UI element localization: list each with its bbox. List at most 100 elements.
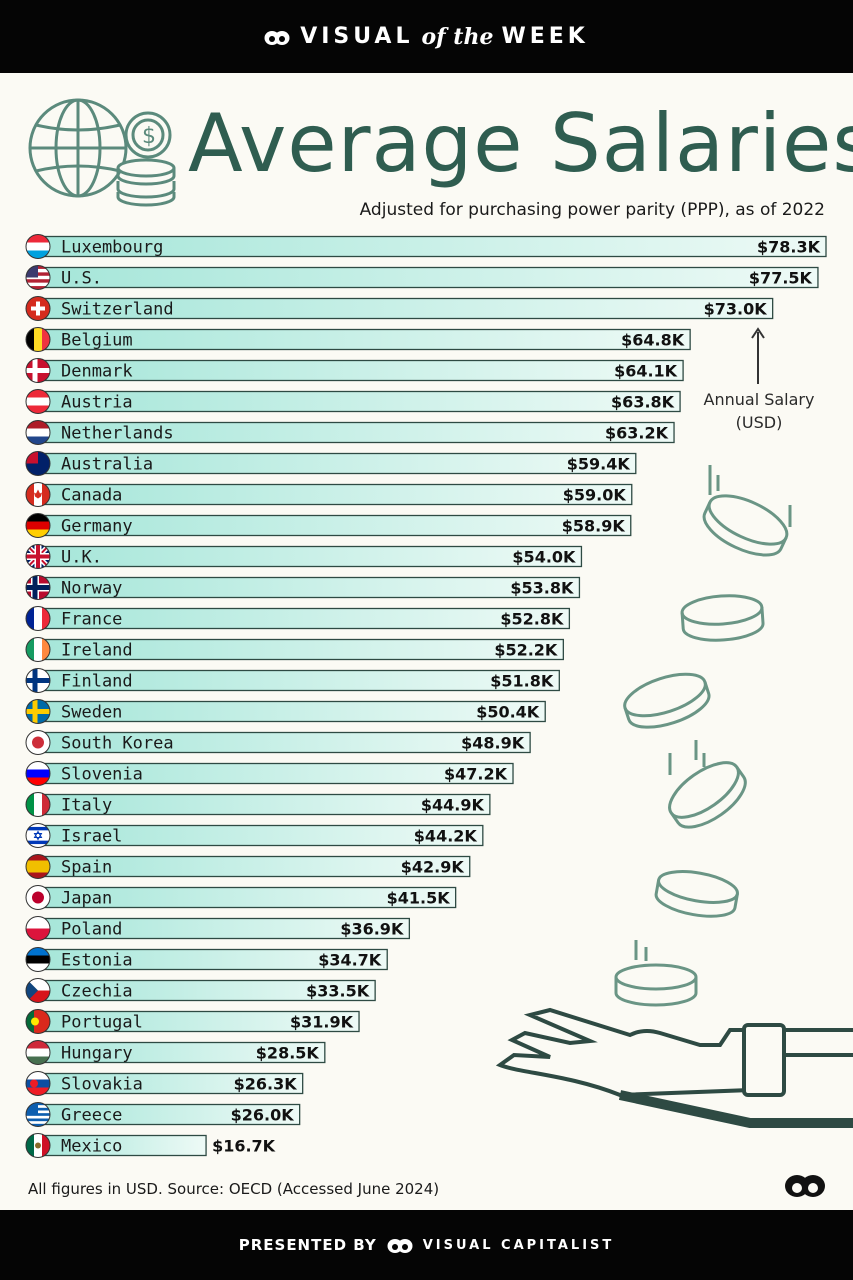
- bar-row: Slovenia $47.2K: [37, 762, 514, 785]
- bar-value-label: $44.9K: [421, 796, 485, 815]
- bar-category-label: Japan: [61, 889, 112, 909]
- bar-value-label: $26.3K: [234, 1075, 298, 1094]
- bar-category-label: Norway: [61, 579, 122, 599]
- flag-uk-icon: [25, 544, 51, 569]
- bar-category-label: France: [61, 610, 122, 630]
- flag-france-icon: [25, 606, 51, 631]
- bar-category-label: Luxembourg: [61, 238, 163, 258]
- bar-row: Finland $51.8K: [37, 669, 560, 692]
- bar-category-label: South Korea: [61, 734, 174, 754]
- flag-slovakia-icon: [25, 1071, 51, 1096]
- bar-value-label: $36.9K: [340, 920, 404, 939]
- flag-austria-icon: [25, 389, 51, 414]
- flag-greece-icon: [25, 1102, 51, 1127]
- bar-value-label: $54.0K: [512, 548, 576, 567]
- bar-value-label: $64.8K: [621, 331, 685, 350]
- flag-denmark-icon: [25, 358, 51, 383]
- salary-bar-chart: Luxembourg $78.3K U.S. $77.5K Switzerland $73…: [25, 234, 827, 1158]
- flag-poland-icon: [25, 916, 51, 941]
- bar-row: Slovakia $26.3K: [37, 1072, 304, 1095]
- flag-slovenia-icon: [25, 761, 51, 786]
- bar-category-label: Denmark: [61, 362, 133, 382]
- flag-switzerland-icon: [25, 296, 51, 321]
- bar: [37, 390, 681, 413]
- bar-row: Germany $58.9K: [37, 514, 632, 537]
- bar-row: France $52.8K: [37, 607, 571, 630]
- bar-category-label: Mexico: [61, 1137, 122, 1157]
- bar-category-label: Sweden: [61, 703, 122, 723]
- bar-row: Spain $42.9K: [37, 855, 471, 878]
- falling-coins-hand-illustration: [495, 465, 853, 1128]
- bar-category-label: Poland: [61, 920, 122, 940]
- bar-row: Denmark $64.1K: [37, 359, 684, 382]
- bar-row: Israel $44.2K: [37, 824, 484, 847]
- flag-norway-icon: [25, 575, 51, 600]
- bar-row: Austria $63.8K: [37, 390, 681, 413]
- bar-value-label: $77.5K: [749, 269, 813, 288]
- bar: [37, 266, 819, 289]
- bar-category-label: Ireland: [61, 641, 133, 661]
- bar-value-label: $64.1K: [614, 362, 678, 381]
- flag-australia-icon: [25, 451, 51, 476]
- flag-hungary-icon: [25, 1040, 51, 1065]
- bar-row: Australia $59.4K: [37, 452, 637, 475]
- bar-value-label: $16.7K: [212, 1137, 276, 1156]
- bar-category-label: Canada: [61, 486, 122, 506]
- svg-text:$: $: [142, 124, 156, 149]
- bar: [37, 359, 684, 382]
- flag-us-icon: [25, 265, 51, 290]
- bar-category-label: Portugal: [61, 1013, 143, 1033]
- flag-sweden-icon: [25, 699, 51, 724]
- bar-value-label: $53.8K: [510, 579, 574, 598]
- flag-japan-icon: [25, 885, 51, 910]
- bar-value-label: $73.0K: [704, 300, 768, 319]
- flag-germany-icon: [25, 513, 51, 538]
- annual-salary-annotation: Annual Salary (USD): [703, 390, 815, 432]
- visual-capitalist-footer-logo-icon: [387, 1239, 413, 1253]
- bar-category-label: Spain: [61, 858, 112, 878]
- flag-czechia-icon: [25, 978, 51, 1003]
- bar-category-label: Czechia: [61, 982, 133, 1002]
- bar-category-label: U.K.: [61, 548, 102, 568]
- flag-israel-icon: [25, 823, 51, 848]
- bar-category-label: Italy: [61, 796, 112, 816]
- bar-value-label: $51.8K: [490, 672, 554, 691]
- footer-bar: PRESENTED BY VISUAL CAPITALIST: [0, 1210, 853, 1280]
- flag-estonia-icon: [25, 947, 51, 972]
- bar-category-label: Estonia: [61, 951, 133, 971]
- bar-row: Ireland $52.2K: [37, 638, 564, 661]
- bar-value-label: $50.4K: [476, 703, 540, 722]
- chart-subtitle: Adjusted for purchasing power parity (PP…: [359, 200, 825, 220]
- flag-ireland-icon: [25, 637, 51, 662]
- arrow-up-icon: [751, 327, 765, 384]
- bar-value-label: $42.9K: [401, 858, 465, 877]
- bar-row: Netherlands $63.2K: [37, 421, 675, 444]
- bar-value-label: $78.3K: [757, 238, 821, 257]
- bar-value-label: $59.4K: [567, 455, 631, 474]
- bar-category-label: Austria: [61, 393, 133, 413]
- bar-value-label: $52.2K: [494, 641, 558, 660]
- globe-coins-icon: $: [28, 98, 176, 207]
- bar-row: Portugal $31.9K: [37, 1010, 360, 1033]
- bar-value-label: $34.7K: [318, 951, 382, 970]
- bar-value-label: $59.0K: [563, 486, 627, 505]
- bar-value-label: $31.9K: [290, 1013, 354, 1032]
- bar-value-label: $28.5K: [256, 1044, 320, 1063]
- bar-category-label: U.S.: [61, 269, 102, 289]
- bar: [37, 328, 691, 351]
- bar-category-label: Netherlands: [61, 424, 174, 444]
- bar-row: U.S. $77.5K: [37, 266, 819, 289]
- flag-luxembourg-icon: [25, 234, 51, 259]
- flag-netherlands-icon: [25, 420, 51, 445]
- bar-row: Estonia $34.7K: [37, 948, 388, 971]
- bar-category-label: Australia: [61, 455, 153, 475]
- bar-value-label: $47.2K: [444, 765, 508, 784]
- bar-row: Belgium $64.8K: [37, 328, 691, 351]
- bar-category-label: Slovenia: [61, 765, 143, 785]
- flag-spain-icon: [25, 854, 51, 879]
- bar-category-label: Germany: [61, 517, 133, 537]
- bar-value-label: $52.8K: [500, 610, 564, 629]
- bar-category-label: Hungary: [61, 1044, 133, 1064]
- bar-row: Japan $41.5K: [37, 886, 457, 909]
- bar-value-label: $63.2K: [605, 424, 669, 443]
